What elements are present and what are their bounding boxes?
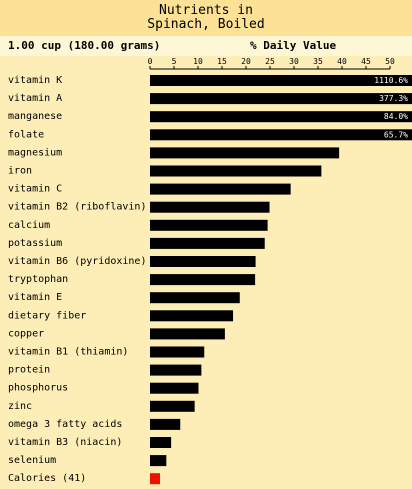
chart-title-line1: Nutrients in xyxy=(159,3,253,18)
category-label: selenium xyxy=(8,455,56,466)
category-label: protein xyxy=(8,365,50,376)
serving-size-label: 1.00 cup (180.00 grams) xyxy=(8,39,161,52)
nutrient-bar xyxy=(150,147,340,159)
x-tick-label: 0 xyxy=(148,57,153,66)
category-label: vitamin B6 (pyridoxine) xyxy=(8,256,146,267)
nutrient-bar xyxy=(150,274,256,286)
x-tick-label: 45 xyxy=(361,57,371,66)
bar-value-label: 377.3% xyxy=(379,94,408,103)
x-tick-label: 10 xyxy=(193,57,203,66)
category-label: tryptophan xyxy=(8,274,68,285)
chart-header: 1.00 cup (180.00 grams) % Daily Value xyxy=(0,36,412,56)
category-label: magnesium xyxy=(8,147,62,158)
nutrient-bar-chart: 0 5 10 15 20 25 30 35 40 45 50 vitamin K 1110.6% vita… xyxy=(8,57,412,485)
nutrient-bar xyxy=(150,111,412,123)
x-tick-label: 25 xyxy=(265,57,275,66)
nutrient-bar xyxy=(150,183,291,195)
nutrient-bar xyxy=(150,310,234,322)
x-tick-label: 20 xyxy=(241,57,251,66)
nutrient-bar xyxy=(150,418,181,430)
x-tick-label: 40 xyxy=(337,57,347,66)
chart-title-line2: Spinach, Boiled xyxy=(147,17,265,32)
category-label: vitamin A xyxy=(8,93,62,104)
nutrient-bar xyxy=(150,364,202,376)
daily-value-axis-label: % Daily Value xyxy=(250,39,337,52)
category-label: vitamin B2 (riboflavin) xyxy=(8,202,146,213)
calories-bar xyxy=(150,473,160,485)
x-tick-label: 30 xyxy=(289,57,299,66)
category-label: calcium xyxy=(8,220,50,231)
category-label: vitamin E xyxy=(8,292,62,303)
nutrient-bar xyxy=(150,437,172,448)
bar-value-label: 84.0% xyxy=(384,112,408,121)
x-tick-label: 50 xyxy=(385,57,395,66)
nutrient-bar xyxy=(150,93,412,105)
category-label: folate xyxy=(8,129,44,140)
nutrient-bar xyxy=(150,400,195,412)
nutrient-bar xyxy=(150,328,225,340)
bar-value-label: 1110.6% xyxy=(374,76,408,85)
category-label: Calories (41) xyxy=(8,473,86,484)
category-label: manganese xyxy=(8,111,62,122)
category-label: dietary fiber xyxy=(8,310,86,321)
nutrient-bar xyxy=(150,237,265,249)
category-label: vitamin C xyxy=(8,184,62,195)
nutrient-bar xyxy=(150,201,270,213)
nutrient-bar xyxy=(150,75,412,86)
category-label: zinc xyxy=(8,401,32,412)
chart-title: Nutrients in Spinach, Boiled xyxy=(0,0,412,36)
nutrient-bar xyxy=(150,292,240,304)
category-label: vitamin B1 (thiamin) xyxy=(8,347,128,358)
category-label: vitamin B3 (niacin) xyxy=(8,437,122,448)
category-label: iron xyxy=(8,166,32,177)
bar-value-label: 65.7% xyxy=(384,130,408,139)
x-tick-label: 5 xyxy=(172,57,177,66)
category-label: potassium xyxy=(8,238,62,249)
category-label: vitamin K xyxy=(8,75,62,86)
nutrient-bar xyxy=(150,165,322,177)
category-label: copper xyxy=(8,328,44,339)
nutrient-bar xyxy=(150,382,199,394)
nutrient-bar xyxy=(150,256,256,267)
nutrient-bar xyxy=(150,129,412,141)
category-label: omega 3 fatty acids xyxy=(8,419,122,430)
nutrient-bar xyxy=(150,219,268,231)
nutrient-bar xyxy=(150,455,167,467)
x-tick-label: 15 xyxy=(217,57,227,66)
nutrient-bar xyxy=(150,346,205,358)
category-label: phosphorus xyxy=(8,383,68,394)
x-tick-label: 35 xyxy=(313,57,323,66)
